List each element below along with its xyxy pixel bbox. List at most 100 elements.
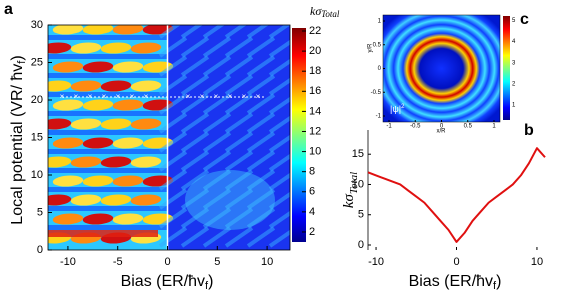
y-tick-label: 1 [378, 19, 382, 25]
heatmap-texture [48, 149, 167, 154]
x-axis-label: Bias (ER/ħvf) [409, 273, 502, 292]
heatmap-texture [82, 99, 114, 111]
annotation: |ψ|2 [390, 104, 405, 115]
y-tick-label: 5 [37, 206, 43, 218]
colorbar-tick-label: 5 [512, 18, 516, 24]
heatmap-texture [158, 207, 188, 229]
x-tick-label: 0 [164, 256, 170, 268]
marker: × [256, 92, 261, 101]
heatmap-texture [268, 229, 290, 248]
heatmap-texture [224, 131, 254, 153]
heatmap-texture [52, 61, 84, 73]
marker: × [186, 92, 191, 101]
heatmap-texture [224, 25, 247, 39]
heatmap-texture [246, 150, 276, 172]
heatmap-texture [48, 130, 167, 135]
heatmap-texture [158, 150, 188, 172]
heatmap-texture [100, 156, 132, 168]
colorbar-tick-label: 4 [512, 39, 516, 45]
heatmap-texture [246, 36, 276, 58]
heatmap-texture [246, 25, 269, 39]
heatmap-texture [224, 74, 254, 96]
heatmap-texture [268, 210, 290, 229]
heatmap-texture [246, 93, 276, 115]
heatmap-texture [52, 99, 84, 111]
heatmap-texture [52, 175, 84, 187]
heatmap-texture [48, 92, 167, 97]
y-tick-label: 10 [352, 178, 364, 190]
heatmap-texture [246, 55, 276, 77]
heatmap-texture [52, 25, 84, 35]
heatmap-texture [130, 156, 162, 168]
heatmap-texture [130, 80, 162, 92]
colorbar-tick-label: 2 [512, 81, 516, 87]
heatmap-texture [268, 115, 290, 134]
y-axis-label: y/R [368, 43, 374, 53]
heatmap-texture [82, 213, 114, 225]
heatmap-texture [158, 74, 188, 96]
colorbar-tick-label: 2 [309, 226, 315, 238]
heatmap-texture [202, 226, 232, 248]
heatmap-texture [158, 25, 181, 39]
heatmap-texture [268, 153, 290, 172]
heatmap-texture [70, 194, 102, 206]
y-tick-label: 0 [358, 239, 364, 251]
heatmap-texture [52, 213, 84, 225]
heatmap-texture [158, 93, 188, 115]
heatmap-texture [52, 137, 84, 149]
heatmap-texture [158, 36, 188, 58]
heatmap-texture [180, 55, 210, 77]
marker: × [74, 92, 79, 101]
heatmap-texture [180, 207, 210, 229]
heatmap-texture [268, 39, 290, 58]
x-tick-label: 10 [531, 256, 543, 268]
colorbar-tick-label: 10 [309, 145, 321, 157]
heatmap-texture [246, 169, 276, 191]
heatmap-texture [224, 150, 254, 172]
colorbar-tick-label: 3 [512, 60, 516, 66]
heatmap-texture [112, 25, 144, 35]
x-axis-label: x/R [437, 129, 447, 135]
heatmap-texture [48, 54, 167, 59]
heatmap-texture [202, 36, 232, 58]
heatmap-texture [180, 93, 210, 115]
x-tick-label: 10 [261, 256, 273, 268]
heatmap-texture [202, 131, 232, 153]
heatmap-texture [70, 80, 102, 92]
data-line [367, 147, 546, 243]
heatmap-texture [268, 191, 290, 210]
heatmap-image: × × × × × × × × × × × × × [48, 25, 290, 250]
heatmap-texture [112, 99, 144, 111]
colorbar-tick-label: 1 [512, 103, 516, 109]
x-tick-label: -5 [113, 256, 123, 268]
panel-label: b [524, 122, 534, 139]
heatmap-texture [158, 112, 188, 134]
x-tick-label: -10 [368, 256, 384, 268]
marker: × [228, 92, 233, 101]
panel-label: c [520, 11, 529, 28]
heatmap-texture [246, 188, 276, 210]
colorbar-tick-label: 22 [309, 25, 321, 37]
heatmap-texture [268, 172, 290, 191]
y-axis-label: Local potential (VR/ ħvf) [9, 55, 28, 224]
colorbar-tick-label: 18 [309, 65, 321, 77]
heatmap-texture [246, 131, 276, 153]
heatmap-texture [70, 42, 102, 54]
heatmap-texture [268, 77, 290, 96]
heatmap-texture [48, 187, 167, 192]
marker: × [116, 92, 121, 101]
marker: × [200, 92, 205, 101]
marker: × [214, 92, 219, 101]
marker: × [88, 92, 93, 101]
heatmap-texture [158, 169, 188, 191]
heatmap-texture [180, 226, 210, 248]
heatmap-texture [70, 156, 102, 168]
heatmap-texture [268, 25, 290, 39]
heatmap-texture [224, 207, 254, 229]
y-tick-label: 25 [31, 56, 43, 68]
heatmap-texture [202, 169, 232, 191]
y-tick-label: 10 [31, 169, 43, 181]
heatmap-texture [268, 134, 290, 153]
y-tick-label: 0.5 [373, 42, 382, 48]
heatmap-texture [180, 25, 203, 39]
